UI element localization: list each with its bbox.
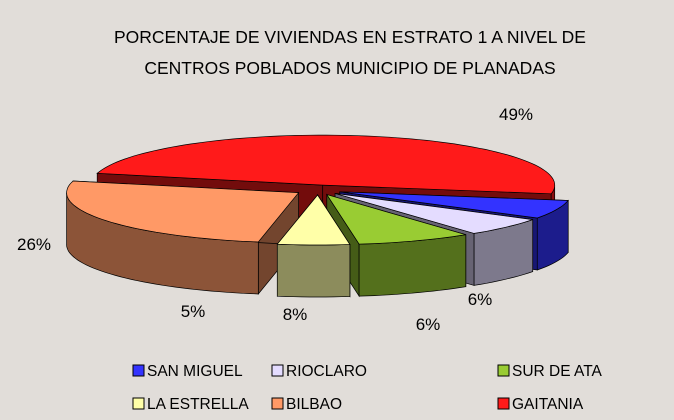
legend-label: LA ESTRELLA <box>147 396 249 413</box>
legend-label: SAN MIGUEL <box>147 363 243 380</box>
slice-top <box>325 194 466 245</box>
legend-swatch <box>132 364 145 377</box>
chart-title: PORCENTAJE DE VIVIENDAS EN ESTRATO 1 A N… <box>114 27 586 78</box>
legend-swatch <box>132 397 145 410</box>
legend-swatch <box>271 397 284 410</box>
slice-top <box>96 134 556 195</box>
legend-label: BILBAO <box>286 396 342 413</box>
slice-top <box>276 194 351 246</box>
slice <box>276 193 351 298</box>
data-label: 6% <box>468 290 493 309</box>
data-label: 49% <box>499 105 533 124</box>
data-label: 8% <box>283 305 308 324</box>
slice <box>325 193 467 298</box>
slice-top <box>66 180 300 243</box>
legend-swatch <box>497 364 510 377</box>
slice <box>66 180 300 295</box>
legend-label: RIOCLARO <box>286 363 367 380</box>
slice-wall <box>276 243 351 298</box>
data-label: 6% <box>416 315 441 334</box>
legend-swatch <box>497 397 510 410</box>
legend-label: SUR DE ATA <box>512 363 603 380</box>
slice-top <box>339 191 570 219</box>
slice-top <box>335 193 533 234</box>
legend-label: GAITANIA <box>512 396 584 413</box>
data-label: 26% <box>17 235 51 254</box>
legend-swatch <box>271 364 284 377</box>
data-label: 5% <box>181 302 206 321</box>
